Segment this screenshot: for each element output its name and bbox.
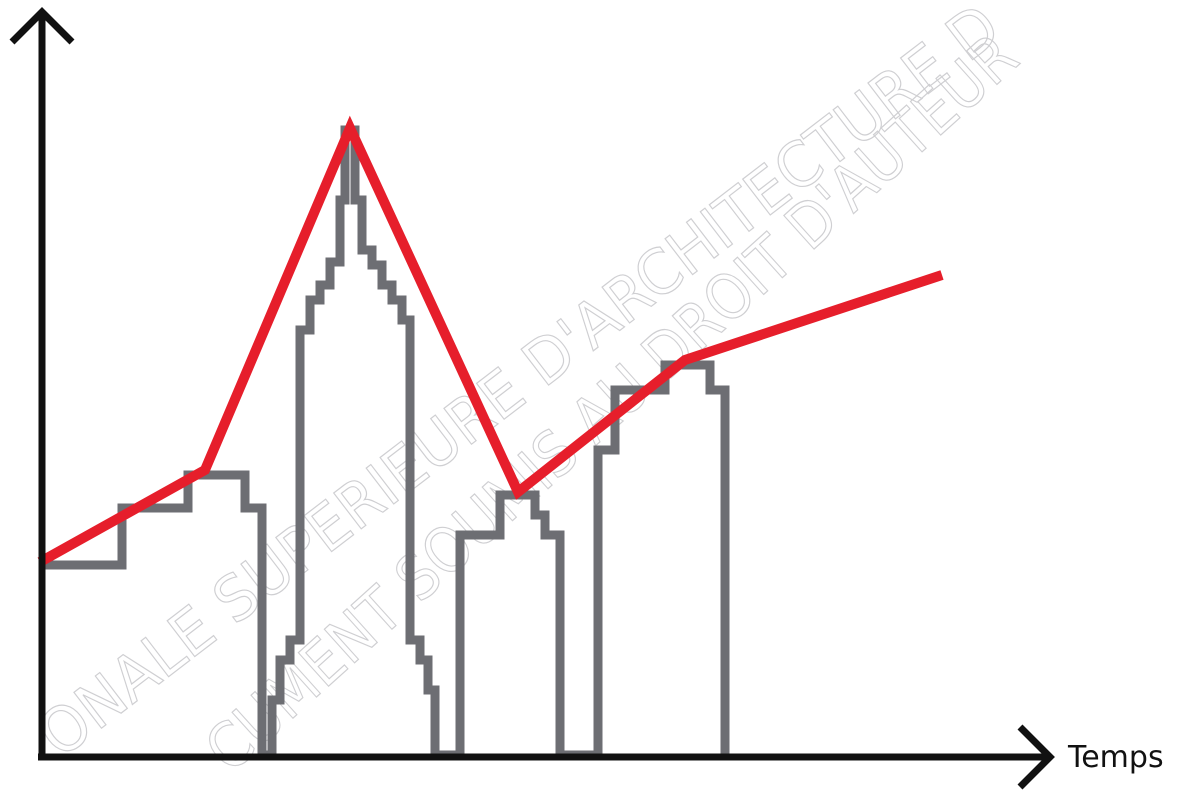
trend-line — [37, 115, 944, 567]
skyline-outline — [42, 125, 730, 760]
axis-arrow — [1017, 724, 1055, 790]
axis-arrow — [9, 7, 75, 45]
axis-label: Temps — [1067, 740, 1164, 775]
